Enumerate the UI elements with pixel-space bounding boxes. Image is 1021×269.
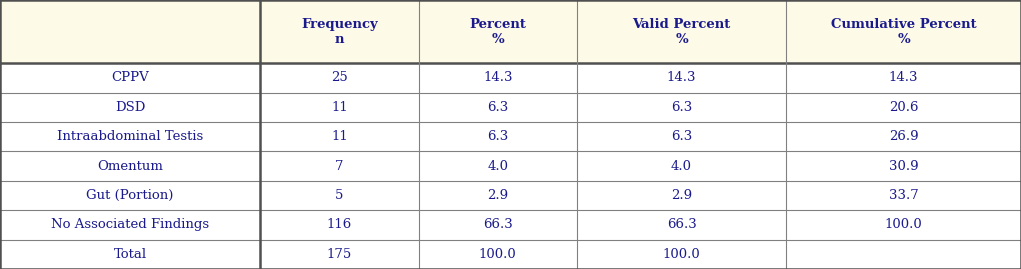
Text: 100.0: 100.0 <box>479 248 517 261</box>
Bar <box>577 63 786 93</box>
Bar <box>260 93 419 122</box>
Text: Percent
%: Percent % <box>470 17 526 46</box>
Bar <box>419 181 577 210</box>
Text: 14.3: 14.3 <box>667 71 696 84</box>
Text: 25: 25 <box>331 71 348 84</box>
Bar <box>577 181 786 210</box>
Text: Intraabdominal Testis: Intraabdominal Testis <box>57 130 203 143</box>
Bar <box>260 0 419 63</box>
Bar <box>0 63 260 93</box>
Bar <box>0 93 260 122</box>
Text: 6.3: 6.3 <box>487 101 508 114</box>
Bar <box>786 181 1021 210</box>
Bar <box>577 122 786 151</box>
Bar <box>419 0 577 63</box>
Text: 26.9: 26.9 <box>888 130 919 143</box>
Bar <box>260 122 419 151</box>
Text: 11: 11 <box>331 101 348 114</box>
Bar <box>419 93 577 122</box>
Text: Frequency
n: Frequency n <box>301 17 378 46</box>
Text: Omentum: Omentum <box>97 160 163 173</box>
Bar <box>786 151 1021 181</box>
Text: DSD: DSD <box>115 101 145 114</box>
Bar <box>786 63 1021 93</box>
Text: No Associated Findings: No Associated Findings <box>51 218 209 231</box>
Text: 6.3: 6.3 <box>671 101 692 114</box>
Bar <box>577 0 786 63</box>
Text: 5: 5 <box>335 189 344 202</box>
Text: 33.7: 33.7 <box>888 189 919 202</box>
Text: 116: 116 <box>327 218 352 231</box>
Bar <box>419 210 577 240</box>
Text: Valid Percent
%: Valid Percent % <box>632 17 731 46</box>
Bar <box>786 93 1021 122</box>
Bar <box>419 63 577 93</box>
Bar <box>0 151 260 181</box>
Text: 100.0: 100.0 <box>663 248 700 261</box>
Text: Total: Total <box>113 248 147 261</box>
Text: 14.3: 14.3 <box>483 71 513 84</box>
Text: Cumulative Percent
%: Cumulative Percent % <box>831 17 976 46</box>
Text: 2.9: 2.9 <box>487 189 508 202</box>
Text: Gut (Portion): Gut (Portion) <box>87 189 174 202</box>
Bar <box>577 240 786 269</box>
Text: 175: 175 <box>327 248 352 261</box>
Text: 11: 11 <box>331 130 348 143</box>
Bar <box>786 240 1021 269</box>
Text: 30.9: 30.9 <box>888 160 919 173</box>
Bar <box>577 210 786 240</box>
Bar <box>786 0 1021 63</box>
Text: 66.3: 66.3 <box>667 218 696 231</box>
Bar <box>0 210 260 240</box>
Text: 6.3: 6.3 <box>487 130 508 143</box>
Bar <box>786 210 1021 240</box>
Bar <box>260 63 419 93</box>
Bar <box>419 122 577 151</box>
Bar <box>0 240 260 269</box>
Bar <box>260 210 419 240</box>
Text: CPPV: CPPV <box>111 71 149 84</box>
Bar <box>0 122 260 151</box>
Bar <box>577 151 786 181</box>
Text: 100.0: 100.0 <box>885 218 922 231</box>
Bar <box>577 93 786 122</box>
Bar <box>786 122 1021 151</box>
Bar <box>260 240 419 269</box>
Bar <box>260 181 419 210</box>
Text: 7: 7 <box>335 160 344 173</box>
Bar <box>0 181 260 210</box>
Text: 4.0: 4.0 <box>671 160 692 173</box>
Text: 4.0: 4.0 <box>487 160 508 173</box>
Bar <box>0 0 260 63</box>
Bar <box>260 151 419 181</box>
Text: 66.3: 66.3 <box>483 218 513 231</box>
Text: 14.3: 14.3 <box>889 71 918 84</box>
Text: 2.9: 2.9 <box>671 189 692 202</box>
Text: 20.6: 20.6 <box>889 101 918 114</box>
Bar <box>419 151 577 181</box>
Text: 6.3: 6.3 <box>671 130 692 143</box>
Bar <box>419 240 577 269</box>
